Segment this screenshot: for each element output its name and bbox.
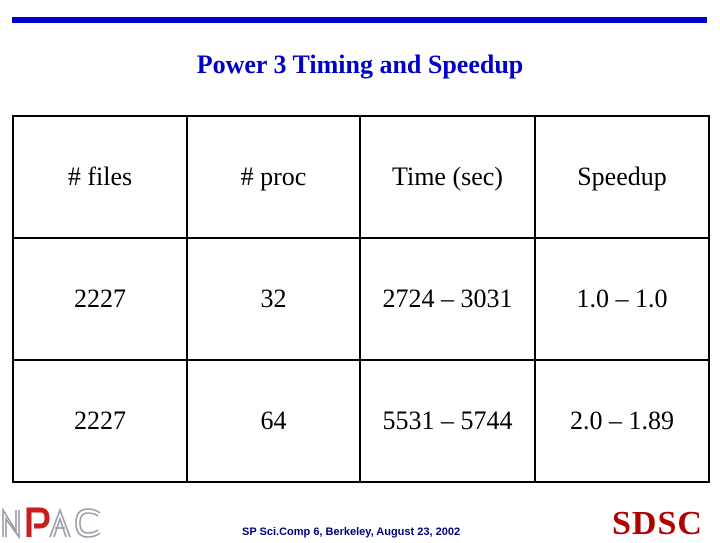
title-rule: [12, 17, 707, 23]
table-row: 2227 32 2724 – 3031 1.0 – 1.0: [12, 237, 710, 361]
cell-time: 2724 – 3031: [359, 237, 536, 361]
cell-proc: 32: [186, 237, 361, 361]
header-time: Time (sec): [359, 115, 536, 239]
sdsc-logo: SDSC: [612, 505, 703, 542]
table-row: 2227 64 5531 – 5744 2.0 – 1.89: [12, 359, 710, 483]
cell-speedup: 1.0 – 1.0: [534, 237, 710, 361]
cell-proc: 64: [186, 359, 361, 483]
footer-caption: SP Sci.Comp 6, Berkeley, August 23, 2002: [242, 526, 461, 538]
header-proc: # proc: [186, 115, 361, 239]
table-header-row: # files # proc Time (sec) Speedup: [12, 115, 710, 239]
cell-time: 5531 – 5744: [359, 359, 536, 483]
cell-speedup: 2.0 – 1.89: [534, 359, 710, 483]
header-speedup: Speedup: [534, 115, 710, 239]
timing-table: # files # proc Time (sec) Speedup 2227 3…: [12, 115, 710, 483]
cell-files: 2227: [12, 237, 188, 361]
slide-title: Power 3 Timing and Speedup: [196, 50, 524, 79]
cell-files: 2227: [12, 359, 188, 483]
header-files: # files: [12, 115, 188, 239]
npac-logo: [2, 507, 101, 540]
